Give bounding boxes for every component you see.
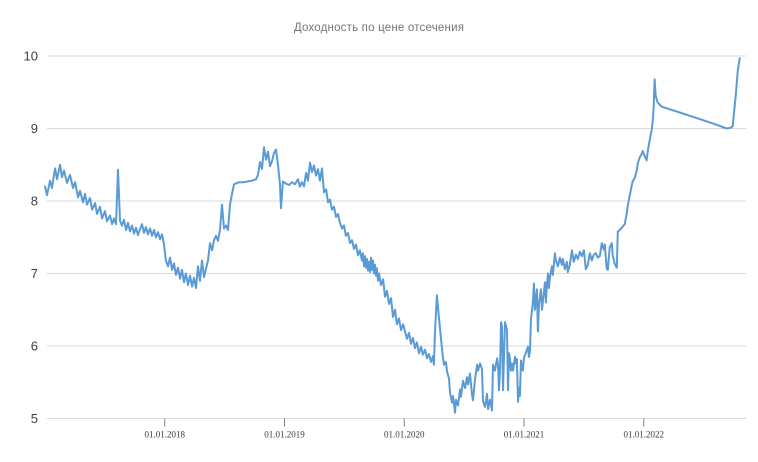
series-line-yield (44, 57, 741, 414)
x-axis-label-2020: 01.01.2020 (384, 430, 425, 440)
x-axis-label-2018: 01.01.2018 (145, 430, 186, 440)
x-axis-label-2019: 01.01.2019 (264, 430, 305, 440)
y-axis-label-10: 10 (24, 49, 38, 64)
y-axis-label-6: 6 (31, 339, 38, 354)
y-axis-label-7: 7 (31, 266, 38, 281)
x-axis-label-2022: 01.01.2022 (624, 430, 665, 440)
y-axis-label-9: 9 (31, 121, 38, 136)
y-axis-label-8: 8 (31, 194, 38, 209)
y-axis-label-5: 5 (31, 411, 38, 426)
x-axis-label-2021: 01.01.2021 (504, 430, 545, 440)
chart-title: Доходность по цене отсечения (293, 22, 465, 34)
